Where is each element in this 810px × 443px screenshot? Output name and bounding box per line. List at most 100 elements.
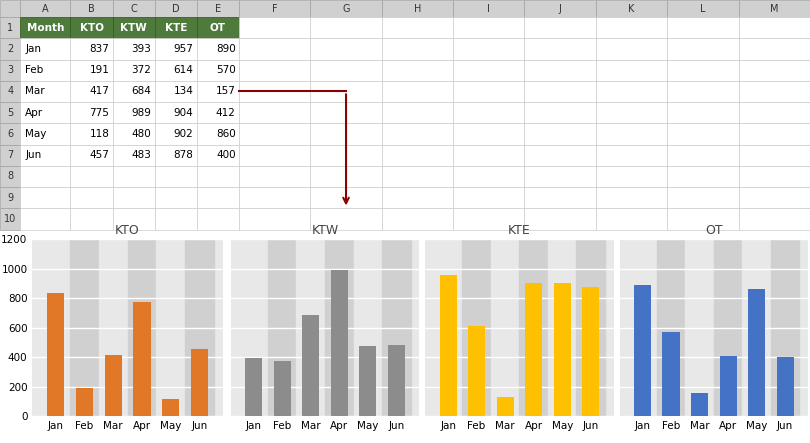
FancyBboxPatch shape xyxy=(197,208,239,229)
Text: E: E xyxy=(215,4,221,13)
FancyBboxPatch shape xyxy=(239,144,310,166)
Bar xyxy=(525,283,542,416)
FancyBboxPatch shape xyxy=(0,123,20,144)
FancyBboxPatch shape xyxy=(197,187,239,208)
FancyBboxPatch shape xyxy=(382,144,453,166)
FancyBboxPatch shape xyxy=(20,17,70,38)
Bar xyxy=(463,239,491,416)
FancyBboxPatch shape xyxy=(667,0,739,17)
FancyBboxPatch shape xyxy=(70,0,113,17)
Text: F: F xyxy=(272,4,278,13)
Text: 890: 890 xyxy=(216,44,236,54)
FancyBboxPatch shape xyxy=(739,166,810,187)
FancyBboxPatch shape xyxy=(739,38,810,59)
Text: 393: 393 xyxy=(131,44,151,54)
FancyBboxPatch shape xyxy=(525,144,596,166)
Text: Apr: Apr xyxy=(25,108,43,118)
Bar xyxy=(577,239,605,416)
Bar xyxy=(434,239,463,416)
FancyBboxPatch shape xyxy=(382,123,453,144)
Bar xyxy=(663,332,680,416)
Bar xyxy=(162,399,180,416)
FancyBboxPatch shape xyxy=(382,208,453,229)
Text: 957: 957 xyxy=(173,44,194,54)
Bar xyxy=(691,393,708,416)
Text: 860: 860 xyxy=(216,129,236,139)
FancyBboxPatch shape xyxy=(453,187,525,208)
FancyBboxPatch shape xyxy=(155,81,197,102)
Bar xyxy=(268,239,296,416)
FancyBboxPatch shape xyxy=(70,208,113,229)
Bar xyxy=(748,289,765,416)
Title: KTW: KTW xyxy=(311,224,339,237)
FancyBboxPatch shape xyxy=(525,81,596,102)
Text: 904: 904 xyxy=(174,108,194,118)
FancyBboxPatch shape xyxy=(113,17,155,38)
Bar xyxy=(134,302,151,416)
FancyBboxPatch shape xyxy=(113,166,155,187)
Bar xyxy=(191,349,208,416)
FancyBboxPatch shape xyxy=(197,123,239,144)
FancyBboxPatch shape xyxy=(667,208,739,229)
Bar xyxy=(440,275,457,416)
FancyBboxPatch shape xyxy=(310,81,382,102)
FancyBboxPatch shape xyxy=(596,166,667,187)
FancyBboxPatch shape xyxy=(667,144,739,166)
Text: A: A xyxy=(42,4,49,13)
FancyBboxPatch shape xyxy=(155,59,197,81)
FancyBboxPatch shape xyxy=(70,81,113,102)
FancyBboxPatch shape xyxy=(197,102,239,123)
FancyBboxPatch shape xyxy=(20,102,70,123)
Bar xyxy=(497,396,514,416)
Bar xyxy=(582,287,599,416)
FancyBboxPatch shape xyxy=(382,187,453,208)
Text: 417: 417 xyxy=(89,86,109,97)
FancyBboxPatch shape xyxy=(525,17,596,38)
Bar xyxy=(47,293,64,416)
Text: 480: 480 xyxy=(132,129,151,139)
Text: 614: 614 xyxy=(173,65,194,75)
Text: Feb: Feb xyxy=(25,65,44,75)
Bar xyxy=(360,346,377,416)
Bar xyxy=(302,315,319,416)
FancyBboxPatch shape xyxy=(453,102,525,123)
FancyBboxPatch shape xyxy=(155,208,197,229)
Bar xyxy=(70,239,99,416)
FancyBboxPatch shape xyxy=(739,208,810,229)
FancyBboxPatch shape xyxy=(667,38,739,59)
Bar xyxy=(99,239,127,416)
Text: D: D xyxy=(172,4,180,13)
Bar xyxy=(245,358,262,416)
FancyBboxPatch shape xyxy=(239,38,310,59)
FancyBboxPatch shape xyxy=(739,59,810,81)
Text: 157: 157 xyxy=(215,86,236,97)
Text: 483: 483 xyxy=(131,150,151,160)
FancyBboxPatch shape xyxy=(382,166,453,187)
FancyBboxPatch shape xyxy=(20,208,70,229)
Text: May: May xyxy=(25,129,46,139)
Text: 902: 902 xyxy=(174,129,194,139)
Bar xyxy=(388,345,405,416)
FancyBboxPatch shape xyxy=(739,144,810,166)
FancyBboxPatch shape xyxy=(453,59,525,81)
FancyBboxPatch shape xyxy=(70,187,113,208)
Bar xyxy=(548,239,577,416)
Text: C: C xyxy=(130,4,137,13)
FancyBboxPatch shape xyxy=(382,17,453,38)
Title: KTE: KTE xyxy=(508,224,531,237)
Text: KTE: KTE xyxy=(164,23,187,33)
FancyBboxPatch shape xyxy=(596,144,667,166)
FancyBboxPatch shape xyxy=(453,208,525,229)
FancyBboxPatch shape xyxy=(453,0,525,17)
Bar xyxy=(468,326,485,416)
FancyBboxPatch shape xyxy=(739,81,810,102)
Text: 6: 6 xyxy=(7,129,13,139)
FancyBboxPatch shape xyxy=(596,208,667,229)
Text: M: M xyxy=(770,4,778,13)
Text: K: K xyxy=(629,4,635,13)
Text: 134: 134 xyxy=(173,86,194,97)
FancyBboxPatch shape xyxy=(20,38,70,59)
FancyBboxPatch shape xyxy=(667,123,739,144)
Bar xyxy=(742,239,771,416)
FancyBboxPatch shape xyxy=(667,59,739,81)
